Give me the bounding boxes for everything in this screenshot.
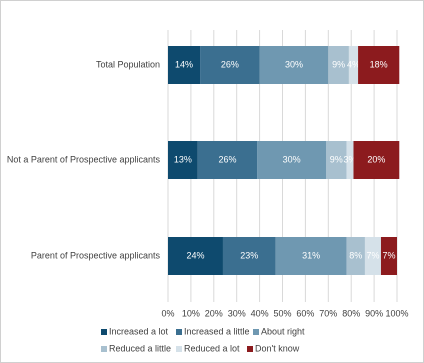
legend-label: Reduced a lot (184, 343, 240, 353)
bar-segment (353, 141, 400, 179)
x-tick-label: 20% (205, 308, 223, 318)
x-tick-label: 10% (182, 308, 200, 318)
y-tick-label: Not a Parent of Prospective applicants (7, 154, 161, 164)
value-label: 30% (285, 59, 303, 69)
bar-segment (346, 141, 354, 179)
value-label: 9% (332, 59, 345, 69)
value-label: 23% (240, 250, 258, 260)
bar-segment (346, 237, 365, 275)
legend-swatch (176, 329, 182, 335)
x-tick-label: 50% (273, 308, 291, 318)
value-label: 20% (367, 154, 385, 164)
value-label: 3% (344, 154, 357, 164)
legend-swatch (253, 329, 259, 335)
x-tick-label: 70% (319, 308, 337, 318)
value-label: 14% (175, 59, 193, 69)
bar-segment (168, 237, 223, 275)
y-tick-label: Parent of Prospective applicants (31, 250, 161, 260)
bar-segment (358, 46, 400, 84)
legend-label: Reduced a little (109, 343, 171, 353)
legend-label: Don't know (255, 343, 300, 353)
bar-segment (326, 141, 347, 179)
value-label: 8% (349, 250, 362, 260)
legend-swatch (101, 329, 107, 335)
legend-label: About right (261, 326, 305, 336)
bar-segment (275, 237, 347, 275)
bar-segment (364, 237, 381, 275)
legend-label: Increased a lot (109, 326, 169, 336)
value-label: 30% (283, 154, 301, 164)
value-label: 4% (347, 59, 360, 69)
bar-segment (380, 237, 397, 275)
value-label: 24% (186, 250, 204, 260)
bar-segment (197, 141, 258, 179)
bar-segment (200, 46, 260, 84)
value-label: 31% (302, 250, 320, 260)
x-tick-label: 60% (296, 308, 314, 318)
bar-segment (259, 46, 329, 84)
x-tick-label: 90% (365, 308, 383, 318)
x-tick-label: 0% (161, 308, 174, 318)
bar-segment (328, 46, 349, 84)
legend-swatch (176, 346, 182, 352)
legend-label: Increased a little (184, 326, 250, 336)
bar-segment (168, 141, 198, 179)
x-tick-label: 100% (385, 308, 408, 318)
bar-segment (257, 141, 327, 179)
value-label: 9% (330, 154, 343, 164)
value-label: 7% (366, 250, 379, 260)
bar-segment (222, 237, 276, 275)
x-tick-label: 80% (342, 308, 360, 318)
value-label: 26% (221, 59, 239, 69)
value-label: 18% (370, 59, 388, 69)
y-tick-label: Total Population (96, 59, 160, 69)
value-label: 13% (174, 154, 192, 164)
legend-swatch (101, 346, 107, 352)
bar-segment (168, 46, 201, 84)
bar-segment (348, 46, 359, 84)
value-label: 26% (219, 154, 237, 164)
x-tick-label: 40% (251, 308, 269, 318)
value-label: 7% (382, 250, 395, 260)
x-tick-label: 30% (228, 308, 246, 318)
legend-swatch (247, 346, 253, 352)
